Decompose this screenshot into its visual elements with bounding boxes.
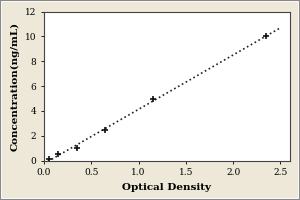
Y-axis label: Concentration(ng/mL): Concentration(ng/mL): [10, 22, 19, 151]
X-axis label: Optical Density: Optical Density: [122, 183, 212, 192]
